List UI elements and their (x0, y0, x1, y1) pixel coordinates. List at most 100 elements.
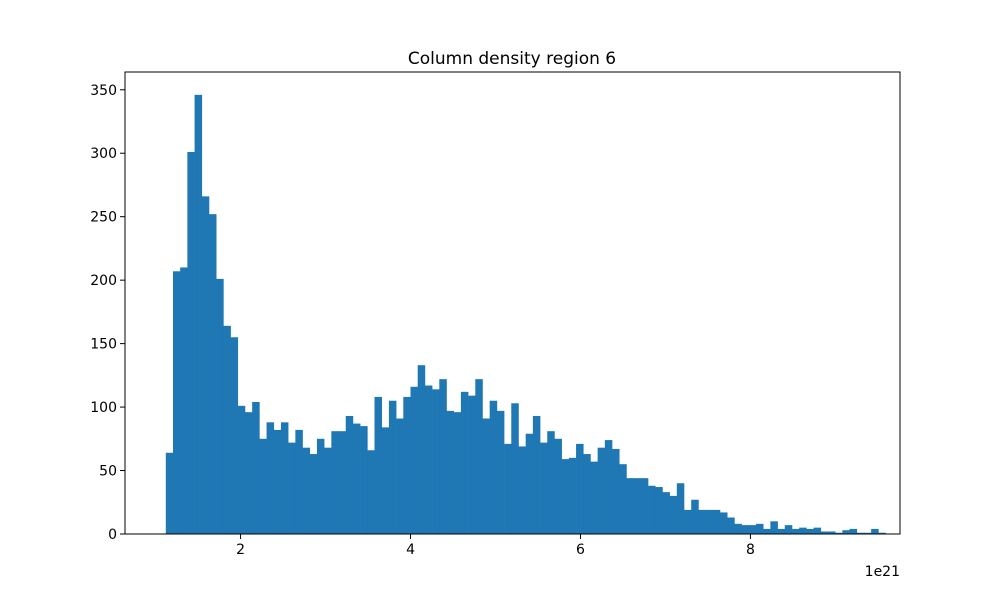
histogram-bar (633, 478, 642, 534)
histogram-bar (597, 447, 606, 534)
histogram-bar (590, 461, 598, 534)
histogram-bar (770, 521, 778, 534)
x-tick-label: 8 (746, 542, 755, 558)
histogram-bar (662, 492, 670, 534)
histogram-bar (489, 400, 498, 534)
histogram-bar (518, 446, 526, 534)
histogram-bar (705, 509, 714, 534)
histogram-bar (806, 528, 814, 534)
x-tick-label: 4 (406, 542, 415, 558)
y-tick-label: 100 (90, 400, 117, 416)
histogram-bar (554, 438, 562, 534)
histogram-bar (648, 485, 656, 534)
histogram-bar (280, 422, 289, 534)
histogram-bar (619, 464, 627, 534)
histogram-bar (352, 423, 361, 534)
histogram-bar (878, 532, 886, 534)
x-tick-label: 2 (236, 542, 245, 558)
histogram-bar (295, 429, 303, 534)
histogram-bar (496, 410, 505, 534)
axes-group: 2 4 6 8 0 50 100 150 200 250 300 350 (90, 71, 901, 558)
histogram-bar (180, 267, 188, 534)
y-tick-label: 300 (90, 146, 117, 162)
histogram-bar (568, 457, 577, 534)
histogram-bar (525, 433, 534, 534)
histogram-bar (273, 429, 282, 534)
y-tick-label: 0 (108, 527, 117, 543)
histogram-bar (547, 431, 555, 534)
histogram-bar (583, 454, 591, 534)
histogram-bar (691, 499, 699, 534)
histogram-bar (561, 459, 570, 534)
histogram-bar (223, 325, 231, 534)
histogram-bar (482, 418, 490, 534)
y-tick-label: 200 (90, 273, 117, 289)
histogram-bar (309, 454, 318, 534)
y-tick-label: 50 (99, 464, 117, 480)
histogram-bar (698, 509, 706, 534)
histogram-bar (475, 379, 483, 534)
histogram-bar (791, 528, 800, 534)
histogram-bar (259, 438, 267, 534)
chart-title: Column density region 6 (408, 49, 616, 69)
histogram-bar (756, 523, 764, 534)
histogram-bar (230, 337, 239, 534)
histogram-bar (237, 405, 246, 534)
histogram-bar (532, 415, 541, 534)
histogram-bar (424, 385, 433, 534)
x-tick-label: 6 (576, 542, 585, 558)
histogram-bar (813, 527, 822, 534)
histogram-bar (842, 530, 850, 534)
histogram-bar (388, 400, 397, 534)
histogram-bar (504, 443, 512, 534)
histogram-bar (396, 418, 404, 534)
histogram-bar (820, 531, 829, 534)
y-tick-label: 150 (90, 337, 117, 353)
histogram-bar (302, 447, 311, 534)
histogram-bar (540, 442, 548, 534)
histogram-bar (403, 396, 411, 534)
histogram-bar (266, 422, 275, 534)
histogram-bar (194, 94, 203, 534)
histogram-bar (511, 403, 519, 534)
histogram-bar (734, 523, 742, 534)
histogram-bar (324, 447, 332, 534)
histogram-bar (849, 528, 858, 534)
histogram-bar (172, 271, 181, 534)
histogram-bar (741, 525, 750, 534)
histogram-bar (604, 440, 613, 534)
histogram-bar (626, 478, 634, 534)
histogram-bar (432, 389, 440, 534)
histogram-bar (410, 386, 419, 534)
histogram-bar (720, 512, 728, 534)
histogram-bar (576, 443, 584, 534)
histogram-bar (799, 527, 807, 534)
histogram-bar (784, 525, 793, 534)
histogram-bar (201, 196, 210, 534)
histogram-bar (367, 450, 375, 534)
bars-group (165, 94, 886, 534)
histogram-bar (612, 448, 620, 534)
histogram-bar (316, 438, 325, 534)
histogram-bar (748, 525, 757, 534)
y-tick-label: 250 (90, 210, 117, 226)
plot-frame (124, 71, 901, 535)
histogram-bar (338, 431, 347, 534)
histogram-bar (216, 278, 224, 534)
histogram-bar (460, 391, 469, 534)
histogram-bar (417, 365, 426, 534)
histogram-bar (439, 379, 447, 534)
histogram-bar (208, 214, 217, 534)
histogram-bar (712, 509, 721, 534)
histogram-bar (669, 495, 678, 534)
histogram-bar (187, 151, 195, 534)
histogram-bar (684, 509, 692, 534)
histogram-bar (777, 528, 786, 534)
histogram-bar (856, 532, 865, 534)
histogram-bar (676, 483, 685, 534)
histogram-bar (835, 532, 843, 534)
histogram-bar (863, 532, 872, 534)
histogram-bar (374, 396, 383, 534)
histogram-bar (453, 412, 462, 534)
x-axis-offset-label: 1e21 (865, 564, 900, 580)
